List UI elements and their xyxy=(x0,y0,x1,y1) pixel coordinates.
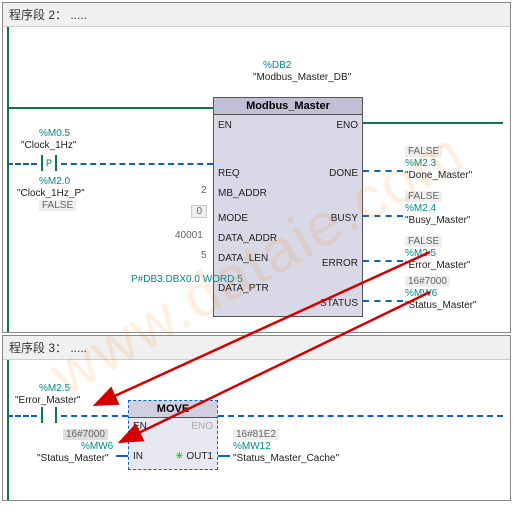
clockp-sym: "Clock_1Hz_P" xyxy=(17,187,85,199)
error-val: FALSE xyxy=(405,235,442,247)
dwire-busy xyxy=(363,215,403,217)
network-3-header: 程序段 3： ..... xyxy=(3,336,510,360)
move-en: EN xyxy=(133,421,147,432)
busy-val: FALSE xyxy=(405,190,442,202)
dwire-req-2 xyxy=(61,163,213,165)
clock-addr: %M0.5 xyxy=(39,127,70,139)
wire-en xyxy=(7,107,213,109)
move-out: ✳ OUT1 xyxy=(175,451,213,462)
dwire-done xyxy=(363,170,403,172)
done-addr: %M2.3 xyxy=(405,157,436,169)
network-2-body: %DB2 "Modbus_Master_DB" Modbus_Master EN… xyxy=(3,27,510,332)
move-out-val: 16#81E2 xyxy=(233,428,279,440)
move-in-addr: %MW6 xyxy=(81,440,113,452)
power-rail-3 xyxy=(7,360,9,500)
network-3: 程序段 3： ..... %M2.5 "Error_Master" MOVE E… xyxy=(2,335,511,501)
done-sym: "Done_Master" xyxy=(405,169,472,181)
pin-req: REQ xyxy=(218,168,240,179)
dwire-main-3a xyxy=(7,415,37,417)
fb-title: Modbus_Master xyxy=(214,98,362,115)
power-rail xyxy=(7,27,9,332)
db-symbol: "Modbus_Master_DB" xyxy=(253,71,343,83)
network-2: 程序段 2： ..... %DB2 "Modbus_Master_DB" Mod… xyxy=(2,2,511,333)
mode-val: 0 xyxy=(183,205,207,217)
db-addr: %DB2 xyxy=(263,59,291,71)
clock-sym: "Clock_1Hz" xyxy=(21,139,76,151)
network-2-header: 程序段 2： ..... xyxy=(3,3,510,27)
dwire-status xyxy=(363,300,403,302)
move-eno: ENO xyxy=(191,421,213,432)
pin-datalen: DATA_LEN xyxy=(218,253,268,264)
error-addr: %M2.5 xyxy=(405,247,436,259)
wire-eno xyxy=(363,122,503,124)
status-sym: "Status_Master" xyxy=(405,299,477,311)
busy-addr: %M2.4 xyxy=(405,202,436,214)
dataaddr-val: 40001 xyxy=(175,229,203,241)
pin-done: DONE xyxy=(329,168,358,179)
datalen-val: 5 xyxy=(201,249,207,261)
mbaddr-val: 2 xyxy=(201,184,207,196)
dataptr-val: P#DB3.DBX0.0 WORD 5 xyxy=(131,274,211,285)
move-in-sym: "Status_Master" xyxy=(37,452,109,464)
clockp-addr: %M2.0 xyxy=(39,175,70,187)
move-out-addr: %MW12 xyxy=(233,440,271,452)
busy-sym: "Busy_Master" xyxy=(405,214,470,226)
pin-mbaddr: MB_ADDR xyxy=(218,188,267,199)
dwire-out xyxy=(218,455,230,457)
err-addr-3: %M2.5 xyxy=(39,382,70,394)
p-trig-contact[interactable]: P xyxy=(37,155,61,171)
pin-mode: MODE xyxy=(218,213,248,224)
status-addr: %MW6 xyxy=(405,287,437,299)
status-val: 16#7000 xyxy=(405,275,450,287)
pin-status: STATUS xyxy=(320,298,358,309)
move-title: MOVE xyxy=(129,401,217,418)
clockp-val: FALSE xyxy=(39,199,76,211)
network-3-body: %M2.5 "Error_Master" MOVE EN ENO IN ✳ OU… xyxy=(3,360,510,500)
pin-eno: ENO xyxy=(336,120,358,131)
move-in: IN xyxy=(133,451,143,462)
done-val: FALSE xyxy=(405,145,442,157)
pin-error: ERROR xyxy=(322,258,358,269)
pin-dataaddr: DATA_ADDR xyxy=(218,233,277,244)
pin-en: EN xyxy=(218,120,232,131)
error-contact[interactable] xyxy=(37,407,61,423)
dwire-in xyxy=(116,455,128,457)
dwire-main-3c xyxy=(218,415,503,417)
move-block[interactable]: MOVE EN ENO IN ✳ OUT1 xyxy=(128,400,218,470)
err-sym-3: "Error_Master" xyxy=(15,394,80,406)
dwire-main-3b xyxy=(61,415,128,417)
error-sym: "Error_Master" xyxy=(405,259,470,271)
pin-busy: BUSY xyxy=(331,213,358,224)
move-in-val: 16#7000 xyxy=(63,428,108,440)
dwire-error xyxy=(363,260,403,262)
move-out-sym: "Status_Master_Cache" xyxy=(233,452,343,464)
dwire-req-1 xyxy=(7,163,37,165)
